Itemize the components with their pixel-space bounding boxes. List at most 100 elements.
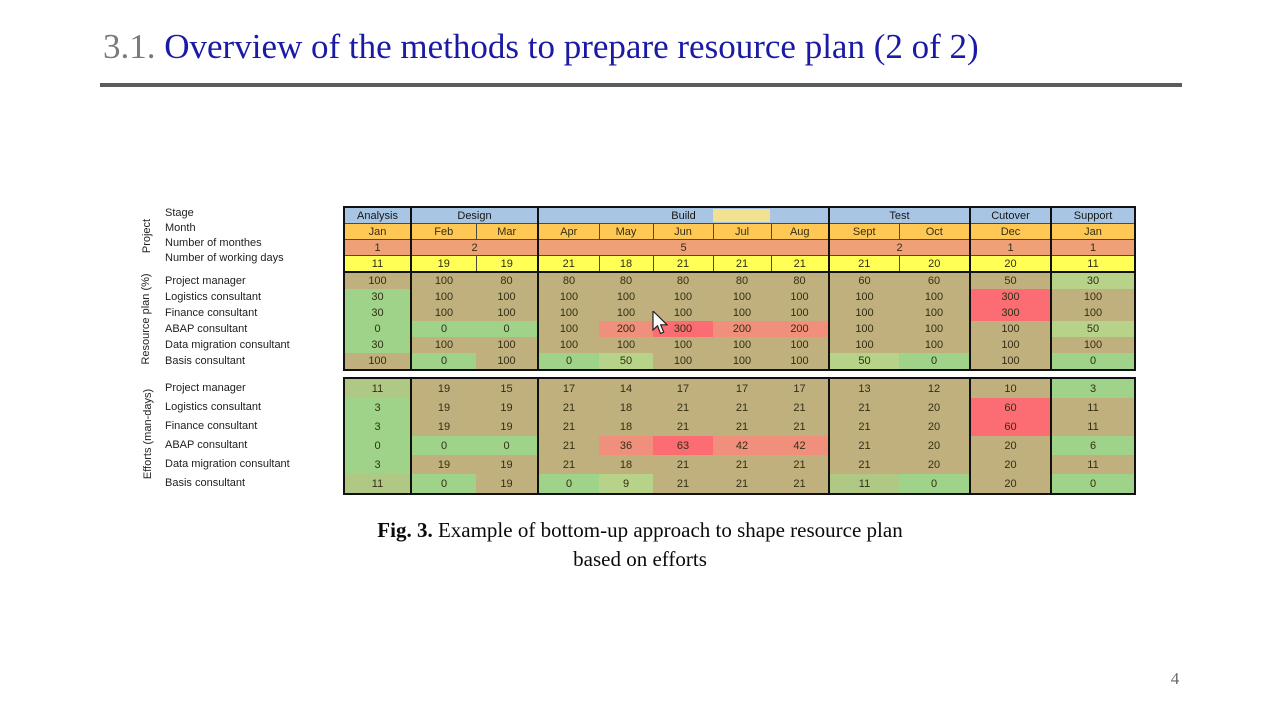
row-label: ABAP consultant [165,439,248,451]
header-row-labels: Stage Month Number of monthes Number of wor… [165,206,341,266]
month-cell: Aug [770,223,830,240]
working-days-cell: 21 [770,255,830,273]
value-cell: 80 [538,272,599,289]
month-cell: Jan [1050,223,1136,240]
value-cell: 100 [1051,337,1135,353]
value-cell: 100 [829,321,899,337]
value-cell: 21 [829,436,899,455]
resource-plan-table: 100 100 80 80 80 80 80 80 60 60 50 30 30 100 100 100 100… [343,271,1136,371]
value-cell: 100 [899,305,971,321]
value-cell: 19 [476,455,539,474]
highlight-artifact [713,209,770,222]
value-cell: 17 [771,378,830,398]
page-number: 4 [1170,669,1180,688]
num-monthes-cell: 1 [343,239,412,256]
figure-caption: Fig. 3. Example of bottom-up approach to… [0,516,1280,574]
value-cell: 100 [899,337,971,353]
value-cell: 21 [538,436,599,455]
working-days-cell: 21 [712,255,772,273]
value-cell: 21 [829,398,899,417]
value-cell: 30 [344,289,412,305]
working-days-cell: 11 [343,255,412,273]
value-cell: 80 [653,272,713,289]
value-cell: 19 [476,398,539,417]
row-label: ABAP consultant [165,323,248,335]
row-label: Stage [165,207,194,219]
stage-cell: Cutover [969,206,1052,224]
working-days-cell: 20 [969,255,1052,273]
stage-cell: Build [537,206,830,224]
value-cell: 0 [1051,353,1135,370]
row-label: Data migration consultant [165,339,290,351]
value-cell: 19 [411,398,476,417]
value-cell: 200 [599,321,653,337]
num-monthes-cell: 1 [1050,239,1136,256]
row-label: Number of monthes [165,237,262,249]
value-cell: 100 [653,289,713,305]
value-cell: 100 [538,321,599,337]
value-cell: 19 [476,417,539,436]
figure-caption-label: Fig. 3. [377,518,433,542]
value-cell: 42 [771,436,830,455]
num-monthes-cell: 5 [537,239,830,256]
month-row: Jan Feb Mar Apr May Jun Jul Aug Sept Oct Dec Jan [343,223,1136,240]
value-cell: 18 [599,455,653,474]
working-days-cell: 21 [828,255,900,273]
figure-caption-line2: based on efforts [573,547,707,571]
efforts-row-labels: Project manager Logistics consultant Finan… [165,379,341,493]
value-cell: 3 [344,455,412,474]
num-monthes-cell: 1 [969,239,1052,256]
title-underline [100,83,1182,87]
table-row: 30 100 100 100 100 100 100 100 100 100 300 100 [344,305,1135,321]
section-label-efforts: Efforts (man-days) [142,388,154,480]
month-cell: Dec [969,223,1052,240]
value-cell: 17 [653,378,713,398]
value-cell: 100 [653,337,713,353]
value-cell: 17 [713,378,771,398]
row-label: Data migration consultant [165,458,290,470]
efforts-table: 11 19 15 17 14 17 17 17 13 12 10 3 3 19 19 21 18 21 21 21 21… [343,377,1136,495]
row-label: Finance consultant [165,420,258,432]
row-label: Logistics consultant [165,401,261,413]
value-cell: 0 [899,474,971,494]
value-cell: 3 [1051,378,1135,398]
working-days-cell: 19 [475,255,539,273]
row-label: Basis consultant [165,355,246,367]
value-cell: 100 [599,305,653,321]
value-cell: 20 [970,474,1052,494]
figure-caption-text: Example of bottom-up approach to shape r… [432,518,903,542]
value-cell: 60 [970,417,1052,436]
value-cell: 100 [476,305,539,321]
value-cell: 100 [771,305,830,321]
value-cell: 100 [538,289,599,305]
row-label: Finance consultant [165,307,258,319]
project-schedule-table: Analysis Design Build Test Cutover Support Jan… [343,206,1136,273]
value-cell: 100 [344,353,412,370]
value-cell: 100 [771,289,830,305]
slide-title-number: 3.1. [103,27,156,66]
value-cell: 21 [771,417,830,436]
value-cell: 21 [713,455,771,474]
value-cell: 60 [899,272,971,289]
stage-row: Analysis Design Build Test Cutover Support [343,206,1136,224]
value-cell: 11 [1051,398,1135,417]
value-cell: 21 [829,455,899,474]
value-cell: 19 [411,417,476,436]
value-cell: 200 [713,321,771,337]
value-cell: 30 [344,305,412,321]
value-cell: 100 [538,305,599,321]
num-monthes-cell: 2 [410,239,539,256]
value-cell: 100 [599,289,653,305]
figure-caption-line1: Fig. 3. Example of bottom-up approach to… [0,516,1280,545]
value-cell: 21 [538,398,599,417]
value-cell: 21 [538,455,599,474]
value-cell: 18 [599,398,653,417]
value-cell: 0 [899,353,971,370]
resource-row-labels: Project manager Logistics consultant Finan… [165,273,341,369]
row-label: Logistics consultant [165,291,261,303]
value-cell: 100 [476,337,539,353]
value-cell: 63 [653,436,713,455]
value-cell: 3 [344,417,412,436]
value-cell: 12 [899,378,971,398]
